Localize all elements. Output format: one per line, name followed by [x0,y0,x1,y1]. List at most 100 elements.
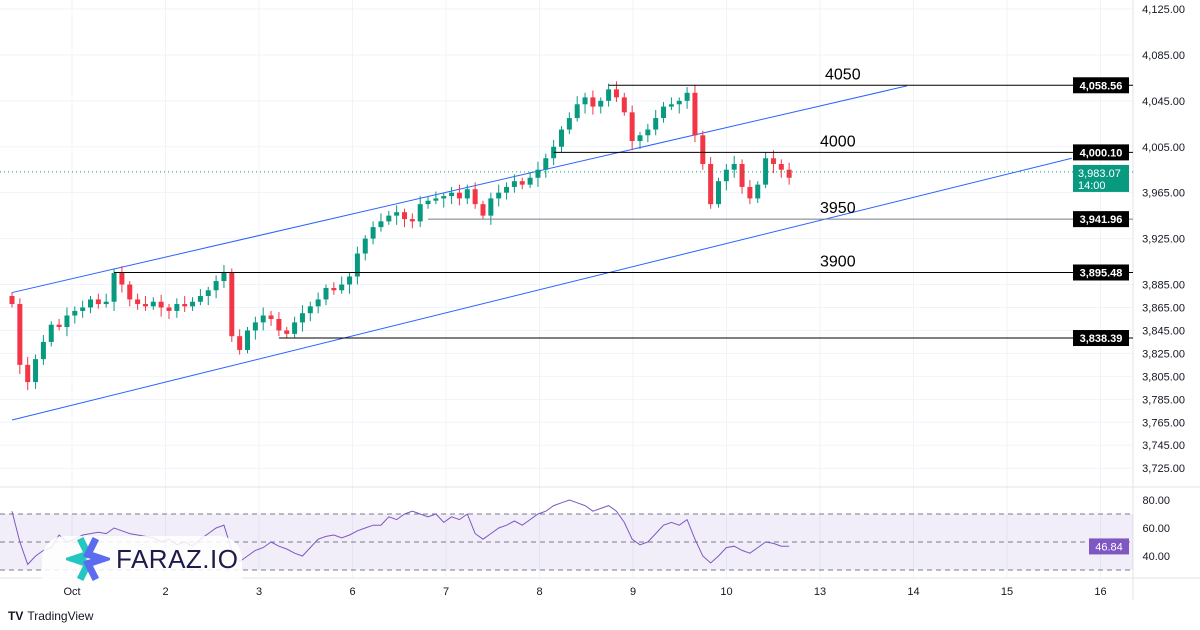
candle-body [135,299,141,305]
rsi-value-tag [1089,538,1129,555]
candle [111,268,117,311]
candle-body [637,135,643,142]
candle [543,153,549,178]
candle [135,293,141,310]
candle [394,205,400,225]
candle-body [213,281,219,291]
candle-body [519,181,525,185]
candle-body [347,276,353,285]
price-tick-label: 4,045.00 [1142,96,1185,108]
candle-body [425,200,431,205]
candle-body [299,313,305,323]
candle-body [778,163,784,170]
time-tick-label: 7 [443,586,449,598]
candle [80,300,86,318]
candle-body [9,296,15,305]
candle-body [331,287,337,291]
candle-body [17,304,23,365]
candle-body [166,307,172,311]
candle-body [449,192,455,197]
candle [731,155,737,178]
candle-body [378,221,384,228]
candle-body [237,336,243,350]
candle [676,97,682,114]
candle-body [511,181,517,187]
price-tick-label: 3,965.00 [1142,188,1185,200]
countdown-label: 14:00 [1078,180,1106,192]
candle-body [559,129,564,147]
candle-body [292,322,298,334]
candle [119,266,125,293]
candle [692,84,698,143]
candle-body [723,169,729,182]
candle [72,306,78,324]
candle-body [433,198,439,201]
faraz-watermark: FARAZ.IO [42,536,242,582]
candle-body [676,100,682,105]
candle-body [747,186,753,199]
channel-lower-line [11,157,1072,421]
price-tick-label: 3,765.00 [1142,417,1185,429]
candle-body [174,304,180,311]
candle [276,312,282,337]
candle [323,284,329,306]
time-tick-label: Oct [63,586,80,598]
tradingview-logo-icon: TV [8,609,24,623]
candle [770,150,776,174]
time-tick-label: 14 [907,586,919,598]
level-price-tag [1073,330,1129,347]
candle [778,159,784,178]
price-tick-label: 4,085.00 [1142,50,1185,62]
level-price-tag [1073,264,1129,281]
candle-body [441,196,447,199]
candle-body [598,100,604,107]
candle-body [621,97,627,113]
candle [237,329,243,355]
candle-body [354,253,360,277]
faraz-logo-icon [66,537,110,581]
candle-body [543,158,549,170]
candle-body [95,299,101,305]
candle [268,310,274,326]
candle [488,192,494,225]
candle-body [606,89,612,101]
price-tick-label: 4,125.00 [1142,4,1185,16]
candle [213,275,219,299]
candle-body [142,304,148,307]
time-tick-label: 8 [536,586,542,598]
level-annotation: 3950 [820,200,856,217]
candle [88,296,93,314]
candle [582,92,588,114]
level-price-label: 3,941.96 [1080,214,1123,226]
candle [716,177,721,208]
candle-body [755,184,761,199]
candle [182,296,188,313]
tradingview-brand[interactable]: TV TradingView [8,609,93,623]
candle [174,298,180,318]
candle-body [25,364,31,383]
candle-body [111,273,117,302]
level-price-tag [1073,77,1129,94]
price-tick-label: 3,825.00 [1142,348,1185,360]
candle-body [504,186,510,193]
level-price-label: 4,058.56 [1080,80,1123,92]
candle [700,130,706,170]
candle-body [245,330,250,350]
candle [284,326,290,339]
candle-body [362,238,368,254]
candle-body [103,301,109,305]
candle [409,213,415,229]
candle-body [684,92,690,101]
rsi-tick-label: 40.00 [1142,551,1170,563]
candle [496,184,502,207]
level-annotation: 3900 [820,253,856,270]
price-tick-label: 3,865.00 [1142,302,1185,314]
price-tick-label: 3,725.00 [1142,463,1185,475]
candle [755,181,761,204]
current-price-label: 3,983.07 [1078,168,1121,180]
time-tick-label: 16 [1094,586,1106,598]
candle [449,186,455,205]
candle-body [653,118,659,130]
candle [339,276,345,294]
